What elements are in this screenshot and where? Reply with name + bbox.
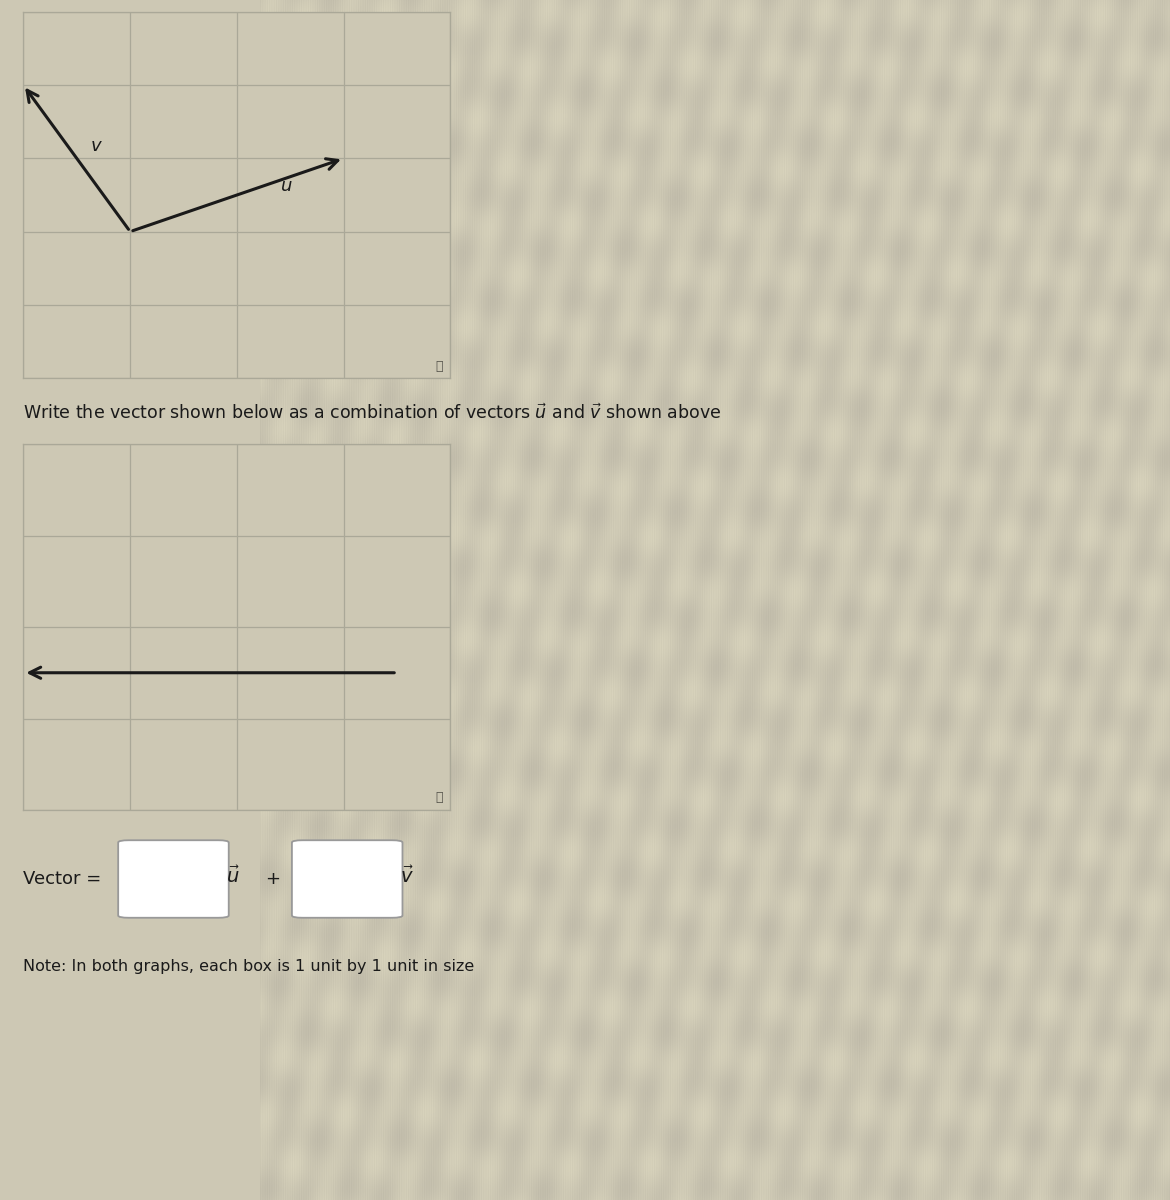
Text: 🔍: 🔍 [435,360,443,373]
Text: Note: In both graphs, each box is 1 unit by 1 unit in size: Note: In both graphs, each box is 1 unit… [23,959,475,973]
Text: $\vec{u}$: $\vec{u}$ [226,866,240,887]
Text: $u$: $u$ [280,178,292,196]
Text: Write the vector shown below as a combination of vectors $\vec{u}$ and $\vec{v}$: Write the vector shown below as a combin… [23,403,722,422]
FancyBboxPatch shape [291,840,402,918]
Text: +: + [266,870,281,888]
Text: 🔍: 🔍 [435,791,443,804]
FancyBboxPatch shape [118,840,229,918]
Text: $\vec{v}$: $\vec{v}$ [400,866,414,887]
Bar [0,0,260,1200]
Text: Vector =: Vector = [23,870,108,888]
Text: $v$: $v$ [90,137,103,155]
